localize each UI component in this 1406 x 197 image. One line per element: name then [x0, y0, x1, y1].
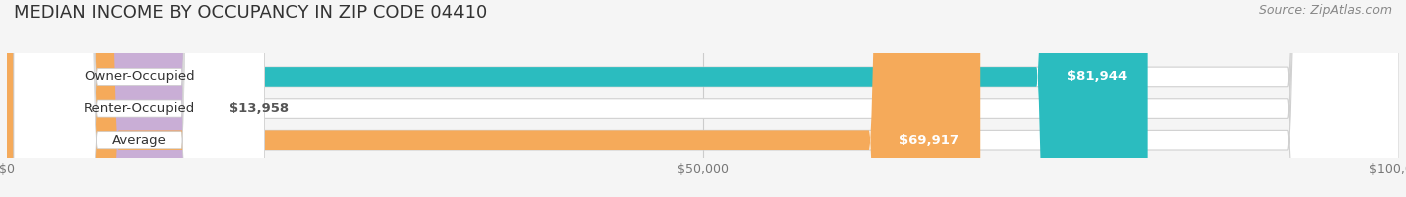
FancyBboxPatch shape [14, 0, 264, 197]
FancyBboxPatch shape [7, 0, 201, 197]
Text: $69,917: $69,917 [900, 134, 959, 147]
Text: Source: ZipAtlas.com: Source: ZipAtlas.com [1258, 4, 1392, 17]
Text: Average: Average [112, 134, 167, 147]
FancyBboxPatch shape [14, 0, 264, 197]
Text: Owner-Occupied: Owner-Occupied [84, 70, 194, 83]
Text: $81,944: $81,944 [1067, 70, 1126, 83]
FancyBboxPatch shape [7, 0, 1147, 197]
FancyBboxPatch shape [7, 0, 1399, 197]
Text: MEDIAN INCOME BY OCCUPANCY IN ZIP CODE 04410: MEDIAN INCOME BY OCCUPANCY IN ZIP CODE 0… [14, 4, 488, 22]
FancyBboxPatch shape [7, 0, 980, 197]
Text: $13,958: $13,958 [229, 102, 290, 115]
FancyBboxPatch shape [7, 0, 1399, 197]
FancyBboxPatch shape [7, 0, 1399, 197]
Text: Renter-Occupied: Renter-Occupied [83, 102, 195, 115]
FancyBboxPatch shape [14, 0, 264, 197]
